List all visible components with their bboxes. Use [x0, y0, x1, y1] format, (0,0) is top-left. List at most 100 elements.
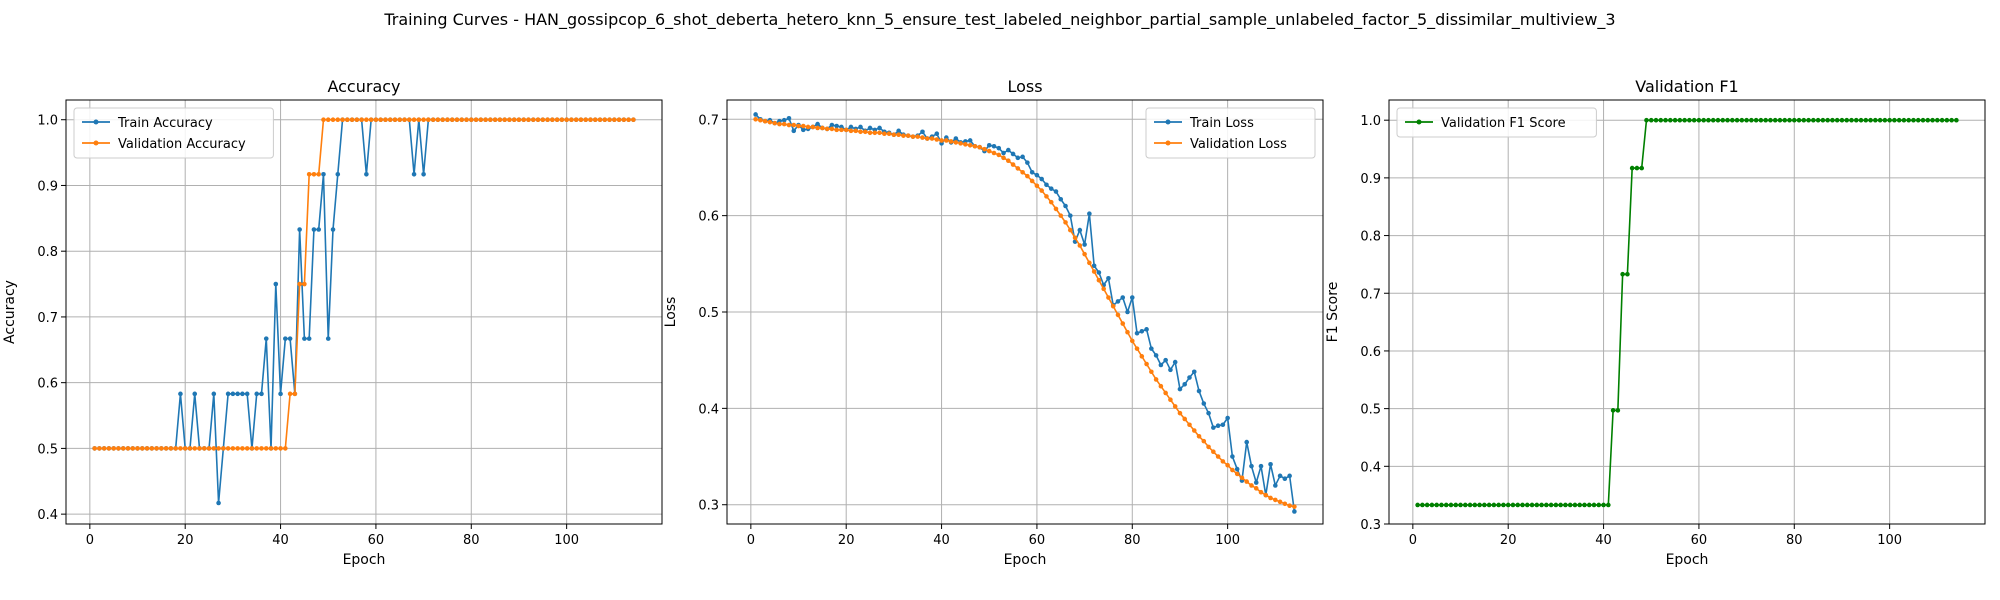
data-point — [1067, 227, 1073, 233]
data-point — [796, 123, 801, 129]
data-point — [1625, 271, 1630, 277]
data-point — [810, 124, 816, 130]
data-point — [535, 117, 541, 123]
data-point — [325, 117, 331, 123]
x-tick-label: 20 — [838, 533, 855, 548]
data-point — [230, 391, 236, 397]
data-point — [1110, 303, 1116, 309]
data-point — [1020, 169, 1025, 175]
data-point — [502, 117, 507, 123]
data-point — [125, 446, 131, 451]
data-point — [944, 138, 949, 143]
data-point — [1658, 117, 1664, 123]
data-point — [843, 127, 849, 133]
data-point — [1163, 390, 1168, 396]
data-point — [468, 117, 474, 123]
y-tick-label: 0.5 — [37, 442, 58, 457]
data-point — [1420, 502, 1425, 508]
data-point — [791, 122, 797, 128]
legend-label: Validation Accuracy — [118, 137, 246, 152]
x-tick-label: 60 — [368, 533, 385, 548]
data-point — [573, 117, 579, 123]
data-point — [815, 125, 820, 131]
data-point — [1101, 286, 1106, 292]
x-axis-label: Epoch — [343, 552, 386, 568]
data-point — [1039, 188, 1044, 193]
data-point — [287, 336, 293, 341]
data-point — [1292, 504, 1297, 509]
x-axis-label: Epoch — [1004, 552, 1047, 568]
data-point — [626, 117, 631, 123]
data-point — [1915, 117, 1921, 123]
data-point — [1524, 502, 1530, 508]
data-point — [1253, 480, 1259, 485]
x-tick-label: 100 — [1215, 533, 1240, 548]
data-point — [1825, 117, 1830, 123]
data-point — [402, 117, 407, 123]
x-tick-label: 0 — [86, 533, 94, 548]
data-point — [516, 117, 522, 123]
data-point — [1439, 502, 1444, 508]
data-point — [1287, 503, 1292, 508]
data-point — [1706, 117, 1711, 123]
x-tick-label: 80 — [1786, 533, 1803, 548]
data-point — [829, 122, 835, 128]
data-point — [154, 446, 159, 451]
data-point — [1677, 117, 1683, 123]
data-point — [1544, 502, 1549, 508]
data-point — [1839, 117, 1845, 123]
data-point — [1596, 502, 1602, 508]
legend-box — [1145, 107, 1316, 159]
data-point — [905, 133, 911, 138]
data-point — [507, 117, 512, 123]
data-point — [440, 117, 445, 123]
data-point — [321, 171, 326, 177]
data-point — [896, 132, 901, 137]
data-point — [1720, 117, 1726, 123]
data-point — [168, 446, 174, 451]
legend: Validation F1 Score — [1396, 107, 1597, 138]
data-point — [1577, 502, 1583, 508]
data-point — [834, 123, 839, 129]
data-point — [1954, 117, 1959, 123]
data-point — [459, 117, 465, 123]
data-point — [1434, 502, 1439, 508]
data-point — [497, 117, 503, 123]
data-point — [1206, 444, 1211, 450]
data-point — [1906, 117, 1912, 123]
data-point — [583, 117, 589, 123]
data-point — [805, 124, 811, 130]
data-point — [1815, 117, 1821, 123]
data-point — [316, 227, 322, 232]
data-point — [1201, 438, 1207, 444]
x-tick-label: 80 — [1124, 533, 1141, 548]
legend-box — [73, 107, 274, 159]
data-point — [1072, 235, 1078, 241]
data-point — [1258, 489, 1264, 495]
data-point — [597, 117, 603, 123]
data-point — [244, 391, 250, 397]
y-axis-label: Loss — [663, 297, 679, 328]
data-point — [1134, 346, 1140, 351]
data-point — [192, 391, 198, 397]
data-point — [877, 130, 882, 136]
data-point — [1868, 117, 1873, 123]
data-point — [834, 127, 839, 133]
data-point — [767, 119, 773, 125]
data-point — [777, 121, 782, 127]
data-point — [1196, 388, 1202, 394]
x-tick-label: 0 — [1409, 533, 1417, 548]
data-point — [287, 391, 293, 397]
data-point — [201, 446, 207, 451]
data-point — [1801, 117, 1807, 123]
data-point — [235, 391, 240, 397]
x-tick-label: 60 — [1691, 533, 1708, 548]
data-point — [867, 130, 873, 136]
data-point — [1153, 377, 1159, 382]
data-point — [1882, 117, 1888, 123]
data-point — [1063, 203, 1068, 209]
data-point — [1115, 299, 1121, 304]
data-point — [292, 391, 298, 397]
data-point — [592, 117, 598, 123]
data-point — [934, 131, 940, 137]
